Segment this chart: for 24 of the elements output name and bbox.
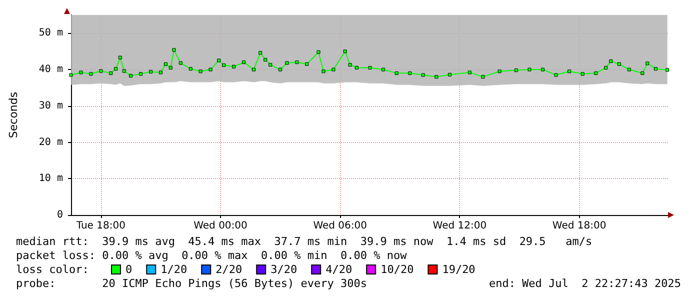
x-tick-label: Wed 18:00 (552, 220, 606, 232)
legend-label: 19/20 (442, 263, 476, 276)
legend-label: 0 (126, 263, 132, 276)
text: median rtt: 39.9 ms avg 45.4 ms max 37.7 ms min 39.9 ms now 1.4 ms sd 29.5 am/s (16, 235, 592, 248)
legend-label: 1/20 (160, 263, 188, 276)
text: loss color: (16, 263, 89, 276)
y-tick-label: 0 (56, 210, 63, 220)
x-tick-label: Wed 00:00 (194, 220, 248, 232)
text: probe: 20 ICMP Echo Pings (56 Bytes) every 300s (16, 277, 367, 290)
legend-label: 4/20 (326, 263, 352, 276)
y-axis-title: Seconds (7, 92, 20, 138)
x-tick-label: Tue 18:00 (75, 220, 126, 232)
legend-label: 3/20 (270, 263, 298, 276)
x-tick-label: Wed 06:00 (313, 220, 368, 232)
legend-label: 10/20 (380, 263, 414, 276)
y-tick-label: 30 m (38, 100, 63, 112)
text: packet loss: 0.00 % avg 0.00 % max 0.00 % min 0.00 % now (16, 249, 408, 262)
legend-label: 2/20 (216, 263, 242, 276)
text: end: Wed Jul 2 22:27:43 2025 (488, 277, 682, 290)
y-tick-label: 40 m (38, 64, 63, 76)
y-tick-label: 10 m (38, 173, 63, 184)
x-tick-label: Wed 12:00 (432, 220, 487, 232)
y-tick-label: 20 m (38, 136, 63, 148)
y-tick-label: 50 m (38, 28, 63, 39)
